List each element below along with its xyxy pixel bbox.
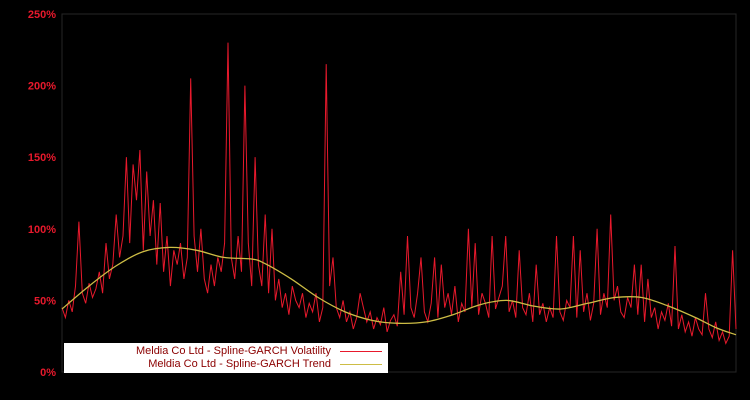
y-tick-label: 0% — [40, 367, 56, 379]
legend-entry-trend: Meldia Co Ltd - Spline-GARCH Trend — [70, 358, 382, 371]
legend-line-sample-volatility — [340, 351, 382, 352]
volatility-line — [61, 42, 737, 345]
chart-legend: Meldia Co Ltd - Spline-GARCH Volatility … — [64, 343, 388, 373]
y-tick-label: 100% — [28, 224, 56, 236]
plot-frame — [61, 13, 737, 373]
y-tick-label: 250% — [28, 9, 56, 21]
y-tick-label: 50% — [34, 295, 56, 307]
legend-label-volatility: Meldia Co Ltd - Spline-GARCH Volatility — [135, 345, 331, 357]
legend-line-sample-trend — [340, 364, 382, 365]
legend-entry-volatility: Meldia Co Ltd - Spline-GARCH Volatility — [70, 345, 382, 358]
trend-line — [61, 246, 737, 336]
y-tick-label: 150% — [28, 152, 56, 164]
y-tick-label: 200% — [28, 81, 56, 93]
legend-label-trend: Meldia Co Ltd - Spline-GARCH Trend — [148, 358, 331, 370]
